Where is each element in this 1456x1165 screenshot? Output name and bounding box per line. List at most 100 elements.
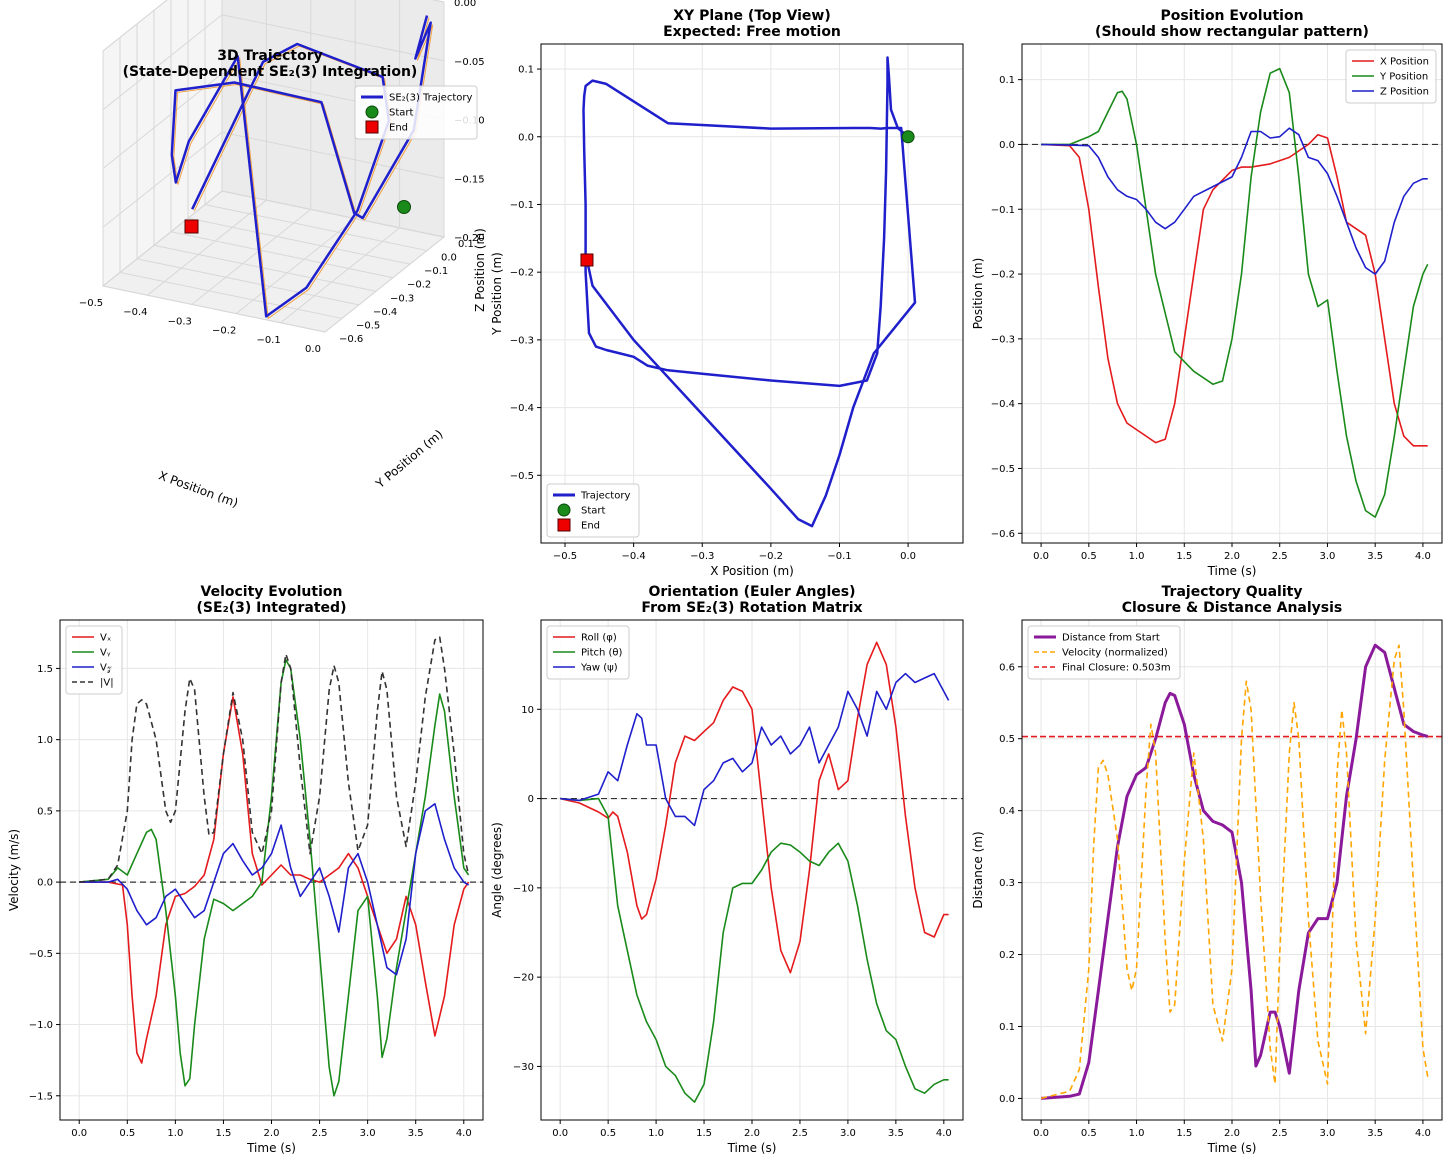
ori-legend-label-2: Yaw (ψ) <box>580 663 618 674</box>
xy-panel: −0.5 −0.4 −0.3 −0.2 −0.1 0.0 −0.5 −0.4 −0.3 −0.2 −… <box>490 8 964 578</box>
traj3d-start-marker <box>397 200 411 214</box>
vel-ytick-label-0: −1.5 <box>29 1091 53 1102</box>
xy-legend-swatch-1 <box>557 503 571 517</box>
vel-legend-label-0: Vₓ <box>100 633 111 644</box>
vel-xtick-label-8: 4.0 <box>456 1128 472 1139</box>
pos-xtick-label-1: 0.5 <box>1081 551 1097 562</box>
quality-xtick-label-3: 1.5 <box>1176 1128 1192 1139</box>
ori-ytick-label-0: −30 <box>513 1062 534 1073</box>
ori-xtick-label-5: 2.5 <box>792 1128 808 1139</box>
pos-ylabel: Position (m) <box>971 258 985 330</box>
quality-xtick-label-8: 4.0 <box>1415 1128 1431 1139</box>
xy-ytick-label-6: 0.1 <box>518 65 534 76</box>
traj3d-xlabel: X Position (m) <box>157 468 240 510</box>
quality-series-0 <box>1040 643 1429 1100</box>
traj3d-ztick-label-1: −0.05 <box>454 57 485 68</box>
ori-subtitle: From SE₂(3) Rotation Matrix <box>641 600 862 616</box>
traj3d-ytick-label-0: −0.6 <box>339 334 363 345</box>
xy-start-marker <box>901 130 915 144</box>
pos-ytick-label-5: −0.1 <box>991 205 1015 216</box>
traj3d-xtick-label-4: −0.1 <box>256 335 280 346</box>
pos-legend-label-2: Z Position <box>1380 87 1429 98</box>
pos-xtick-label-8: 4.0 <box>1415 551 1431 562</box>
pos-ytick-label-2: −0.4 <box>991 399 1015 410</box>
vel-xtick-label-3: 1.5 <box>215 1128 231 1139</box>
traj3d-ztick-label-0: 0.00 <box>454 0 476 9</box>
quality-xtick-label-5: 2.5 <box>1272 1128 1288 1139</box>
ori-xtick-label-6: 3.0 <box>840 1128 856 1139</box>
vel-series-1 <box>79 659 470 1097</box>
vel-xtick-label-7: 3.5 <box>408 1128 424 1139</box>
pos-frame <box>1021 43 1443 544</box>
traj3d-xtick-label-1: −0.4 <box>123 307 147 318</box>
quality-ylabel: Distance (m) <box>971 831 985 908</box>
xy-legend-label-1: Start <box>581 506 606 517</box>
traj3d-ztick-label-4: −0.20 <box>454 233 485 244</box>
vel-ytick-label-2: −0.5 <box>29 949 53 960</box>
pos-series-2 <box>1041 127 1428 275</box>
quality-ytick-label-0: 0.0 <box>999 1094 1015 1105</box>
traj3d-title: 3D Trajectory <box>217 48 323 64</box>
vel-xtick-label-4: 2.0 <box>264 1128 280 1139</box>
pos-xtick-label-6: 3.0 <box>1320 551 1336 562</box>
vel-xlabel: Time (s) <box>246 1141 296 1155</box>
quality-legend-label-2: Final Closure: 0.503m <box>1062 663 1171 674</box>
pos-ytick-label-0: −0.6 <box>991 529 1015 540</box>
traj3d-xtick-label-5: 0.0 <box>305 344 321 355</box>
ori-legend-label-1: Pitch (θ) <box>581 648 623 659</box>
quality-xtick-label-4: 2.0 <box>1224 1128 1240 1139</box>
xy-trajectory <box>582 56 917 528</box>
ori-ytick-label-3: 0 <box>528 794 534 805</box>
vel-ylabel: Velocity (m/s) <box>7 829 21 911</box>
quality-legend-box <box>1027 625 1181 680</box>
pos-ytick-label-6: 0.0 <box>999 140 1015 151</box>
quality-xtick-label-2: 1.0 <box>1129 1128 1145 1139</box>
traj3d-ytick-label-2: −0.4 <box>373 307 397 318</box>
quality-xtick-label-6: 3.0 <box>1320 1128 1336 1139</box>
traj3d-xtick-label-0: −0.5 <box>79 298 103 309</box>
pos-ytick-label-3: −0.3 <box>991 334 1015 345</box>
traj3d-legend-label-1: Start <box>389 108 414 119</box>
traj3d-zgrid-1 <box>102 131 445 228</box>
quality-frame <box>1021 619 1443 1121</box>
ori-series-2 <box>560 672 950 827</box>
ori-ytick-label-1: −20 <box>513 973 534 984</box>
pos-subtitle: (Should show rectangular pattern) <box>1095 24 1369 40</box>
quality-ytick-label-4: 0.4 <box>999 806 1015 817</box>
quality-panel: 0.0 0.5 1.0 1.5 2.0 2.5 3.0 3.5 4.0 0.0 0.1 0.2 0.3 0… <box>971 584 1443 1155</box>
vel-legend-label-3: |V| <box>100 678 114 689</box>
traj3d-ytick-label-5: −0.1 <box>424 266 448 277</box>
traj3d-panel: −0.5 −0.4 −0.3 −0.2 −0.1 0.0 −0.6 −0.5 −0.4 −0.3 −… <box>79 0 487 510</box>
traj3d-end-marker <box>184 219 199 234</box>
xy-xtick-label-2: −0.3 <box>690 551 714 562</box>
xy-ytick-label-5: 0.0 <box>518 132 534 143</box>
ori-xtick-label-7: 3.5 <box>888 1128 904 1139</box>
vel-legend-box <box>65 625 123 695</box>
xy-ytick-label-2: −0.3 <box>510 335 534 346</box>
quality-ytick-label-1: 0.1 <box>999 1022 1015 1033</box>
vel-frame <box>59 619 484 1121</box>
ori-ylabel: Angle (degrees) <box>490 822 504 918</box>
ori-xlabel: Time (s) <box>727 1141 777 1155</box>
ori-frame <box>540 619 964 1121</box>
vel-ytick-label-3: 0.0 <box>37 878 53 889</box>
vel-ytick-label-1: −1.0 <box>29 1020 53 1031</box>
traj3d-legend-label-2: End <box>389 123 408 134</box>
vel-ytick-label-4: 0.5 <box>37 806 53 817</box>
pos-xlabel: Time (s) <box>1207 564 1257 578</box>
ori-xtick-label-1: 0.5 <box>600 1128 616 1139</box>
vel-series-0 <box>79 696 470 1064</box>
quality-ytick-label-2: 0.2 <box>999 950 1015 961</box>
xy-ylabel: Y Position (m) <box>490 252 504 336</box>
xy-xtick-label-0: −0.5 <box>553 551 577 562</box>
xy-xtick-label-5: 0.0 <box>900 551 916 562</box>
xy-legend-label-0: Trajectory <box>580 491 630 502</box>
ori-xtick-label-4: 2.0 <box>744 1128 760 1139</box>
ori-legend-box <box>546 625 630 680</box>
traj3d-ylabel: Y Position (m) <box>372 427 445 492</box>
quality-series-1 <box>1040 644 1429 1100</box>
vel-subtitle: (SE₂(3) Integrated) <box>197 600 347 616</box>
pos-legend-box <box>1345 49 1437 104</box>
vel-series-2 <box>79 803 470 976</box>
